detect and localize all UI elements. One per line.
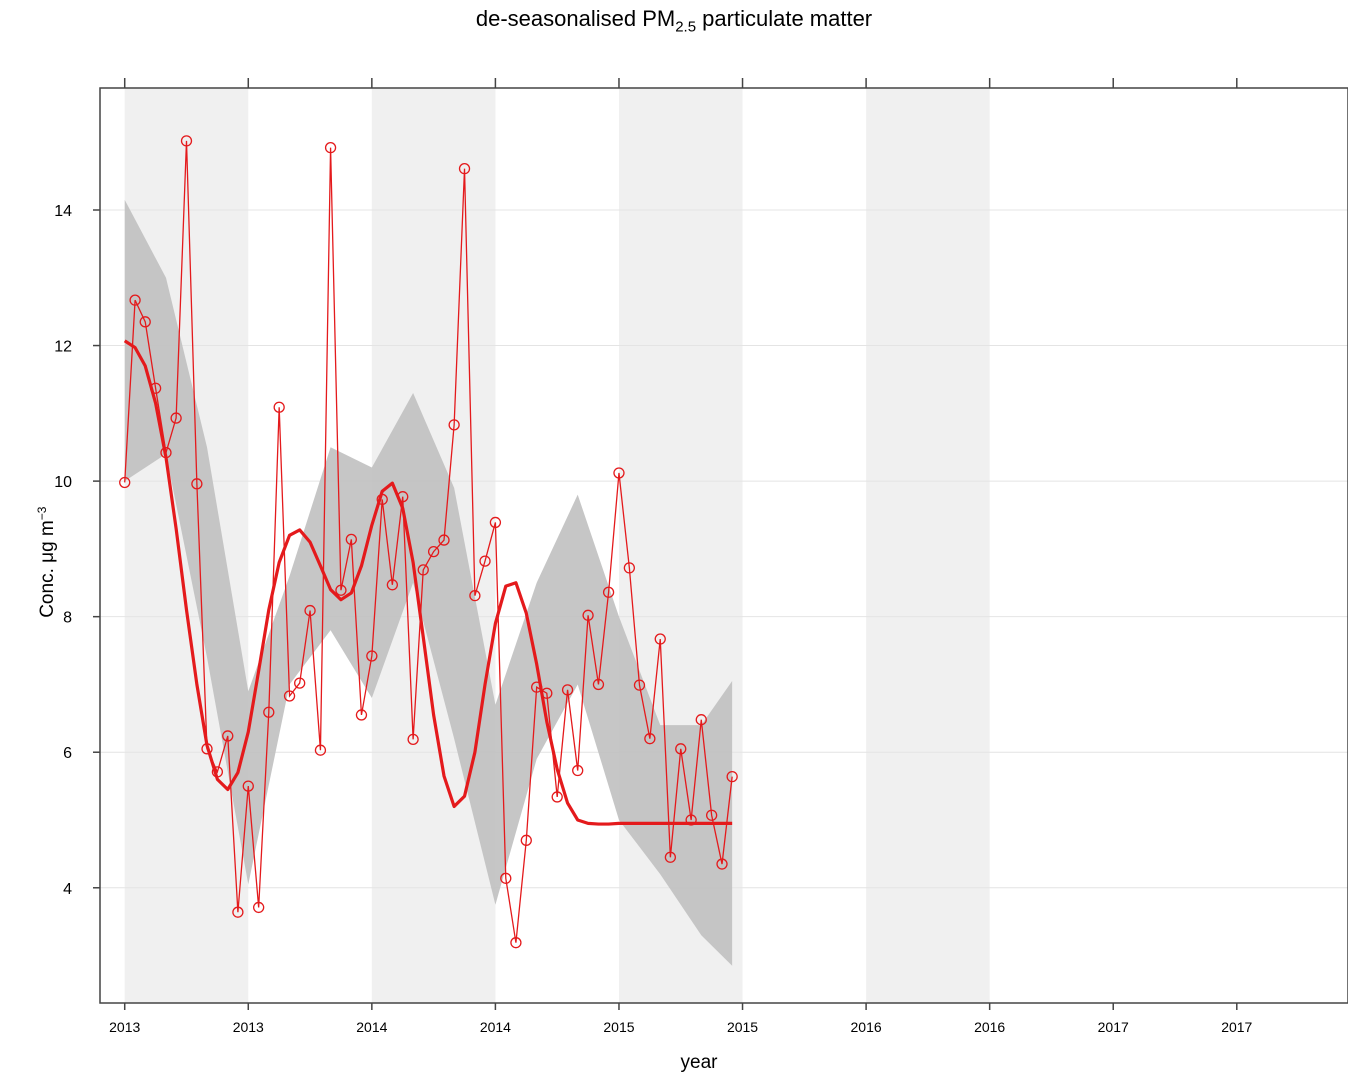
data-point (335, 584, 347, 596)
data-point (469, 590, 481, 602)
data-point (726, 770, 738, 783)
data-point (386, 579, 399, 591)
data-point (376, 493, 388, 506)
data-point (201, 743, 213, 755)
data-point (160, 446, 172, 459)
x-axis-label: year (680, 1052, 718, 1073)
data-point (613, 467, 625, 479)
data-point (531, 681, 543, 693)
data-point (222, 730, 234, 742)
data-point (427, 545, 440, 558)
data-point (263, 706, 275, 718)
data-point (324, 141, 337, 154)
x-tick-label-5: 2015 (727, 1019, 758, 1035)
chart-title-suffix: particulate matter (696, 6, 873, 31)
shaded-year-band-3 (866, 88, 990, 1003)
x-tick-label-8: 2017 (1098, 1019, 1129, 1035)
data-point (448, 419, 460, 431)
x-tick-label-6: 2016 (851, 1019, 882, 1035)
data-point (489, 516, 502, 529)
data-point (633, 679, 646, 691)
y-tick-label-4: 12 (54, 339, 72, 356)
data-point (129, 294, 141, 306)
data-point (592, 678, 605, 691)
data-point (345, 533, 357, 546)
y-axis-label-text: Conc. μg m (37, 520, 59, 618)
data-point (551, 791, 563, 803)
x-tick-label-3: 2014 (480, 1019, 511, 1035)
chart-title: de-seasonalised PM2.5 particulate matter (0, 6, 1348, 35)
data-point (355, 709, 368, 721)
x-tick-label-4: 2015 (603, 1019, 634, 1035)
plot-frame (99, 87, 1348, 1004)
data-point (644, 733, 656, 745)
data-point (438, 534, 450, 546)
data-point (139, 316, 151, 328)
x-tick-label-1: 2013 (233, 1019, 264, 1035)
data-point (191, 478, 203, 490)
confidence-band (124, 199, 733, 966)
data-point (170, 412, 182, 424)
data-point (602, 586, 615, 598)
data-point (397, 491, 409, 503)
y-axis-label-unit-exponent: −3 (34, 506, 49, 521)
x-tick-label-9: 2017 (1221, 1019, 1252, 1035)
data-point (366, 650, 378, 662)
data-point (695, 714, 707, 726)
data-point (685, 814, 697, 826)
y-tick-label-5: 14 (54, 203, 72, 220)
data-point (232, 906, 244, 918)
data-point (119, 476, 131, 489)
data-point (664, 851, 677, 863)
data-point (572, 764, 584, 777)
data-point (654, 633, 666, 645)
data-point (520, 834, 532, 846)
data-point (314, 744, 327, 756)
chart-title-subscript: 2.5 (675, 18, 697, 36)
data-point (283, 690, 296, 702)
y-axis-label: Conc. μg m−3 (35, 462, 59, 662)
data-point (407, 733, 419, 745)
x-tick-label-2: 2014 (356, 1019, 387, 1035)
y-tick-label-2: 8 (63, 610, 72, 627)
data-point (705, 809, 718, 821)
data-point (479, 555, 491, 567)
chart-title-prefix: de-seasonalised PM (475, 6, 676, 31)
y-tick-label-0: 4 (63, 881, 72, 898)
data-point (304, 604, 316, 617)
data-point (500, 872, 512, 884)
data-point (510, 937, 522, 949)
x-tick-label-0: 2013 (109, 1019, 140, 1035)
data-point (675, 743, 687, 755)
data-point (623, 562, 635, 574)
x-tick-label-7: 2016 (974, 1019, 1005, 1035)
data-point (541, 687, 553, 699)
data-point (273, 401, 285, 413)
y-tick-label-1: 6 (63, 745, 72, 762)
y-tick-label-3: 10 (54, 474, 72, 491)
smooth-trend-line (123, 339, 733, 826)
data-point (242, 780, 254, 792)
data-point (211, 766, 224, 778)
data-point (561, 684, 574, 696)
data-point (417, 564, 429, 576)
data-point (458, 163, 471, 175)
data-point (716, 858, 728, 870)
data-point (294, 677, 306, 689)
data-point (149, 382, 162, 394)
data-point (253, 901, 265, 914)
data-point (180, 135, 193, 147)
monthly-series-line (124, 140, 733, 943)
data-point (582, 609, 594, 621)
